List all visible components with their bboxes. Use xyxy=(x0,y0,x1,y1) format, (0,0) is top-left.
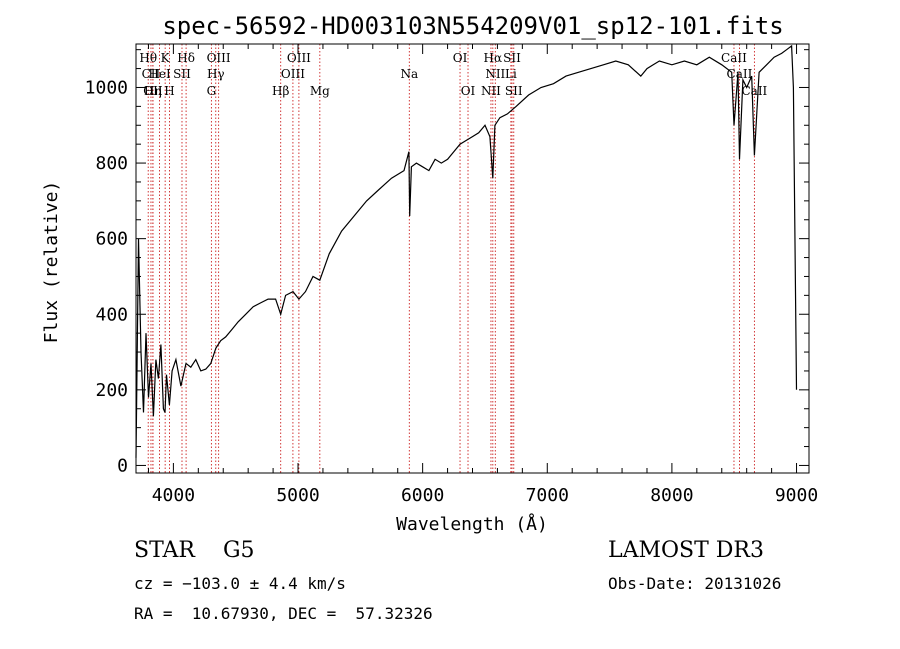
line-label-13: OIII xyxy=(281,67,305,81)
line-label-21: NII xyxy=(485,67,505,81)
line-label-14: OIII xyxy=(287,51,311,65)
y-tick-label-5: 1000 xyxy=(85,77,128,98)
line-label-11: G xyxy=(207,84,217,98)
line-label-10: Hγ xyxy=(207,67,225,81)
line-label-6: H xyxy=(164,84,174,98)
line-label-5: K xyxy=(161,51,171,65)
line-label-26: CaII xyxy=(727,67,753,81)
line-label-7: SII xyxy=(173,67,191,81)
line-label-0: Hθ xyxy=(139,51,157,65)
x-tick-label-3: 7000 xyxy=(526,485,569,506)
redshift-velocity: cz = −103.0 ± 4.4 km/s xyxy=(134,574,346,593)
line-label-3: Hη xyxy=(144,84,162,98)
x-axis-label: Wavelength (Å) xyxy=(396,513,548,535)
line-label-22: SII xyxy=(503,51,521,65)
y-tick-label-4: 800 xyxy=(95,153,128,174)
flux-series-line xyxy=(135,44,798,458)
y-tick-label-3: 600 xyxy=(95,229,128,250)
line-label-2: OII xyxy=(143,84,163,98)
line-label-1: CII xyxy=(142,67,161,81)
y-tick-label-0: 0 xyxy=(117,455,128,476)
sky-coordinates: RA = 10.67930, DEC = 57.32326 xyxy=(134,604,433,623)
line-label-24: Li xyxy=(505,67,517,81)
line-label-27: CaII xyxy=(741,84,767,98)
line-label-12: Hβ xyxy=(272,84,289,98)
line-label-25: CaII xyxy=(721,51,747,65)
line-label-17: OI xyxy=(453,51,468,65)
line-label-18: OI xyxy=(461,84,476,98)
x-axis-ticks: 4000 5000 6000 7000 8000 9000 xyxy=(147,44,818,506)
x-tick-label-5: 9000 xyxy=(775,485,818,506)
line-label-15: Mg xyxy=(310,84,330,98)
line-label-19: NII xyxy=(481,84,501,98)
chart-title: spec-56592-HD003103N554209V01_sp12-101.f… xyxy=(162,12,783,40)
x-tick-label-1: 5000 xyxy=(276,485,319,506)
x-tick-label-2: 6000 xyxy=(401,485,444,506)
object-class: STAR G5 xyxy=(134,538,255,563)
y-axis-ticks: 0 200 400 600 800 1000 xyxy=(85,49,809,476)
y-axis-label: Flux (relative) xyxy=(41,181,62,344)
observation-date: Obs-Date: 20131026 xyxy=(608,574,782,593)
y-tick-label-1: 200 xyxy=(95,380,128,401)
survey-name: LAMOST DR3 xyxy=(608,538,764,563)
emission-line-markers xyxy=(147,44,755,473)
plot-frame xyxy=(135,43,810,474)
x-tick-label-0: 4000 xyxy=(152,485,195,506)
y-tick-label-2: 400 xyxy=(95,304,128,325)
x-tick-label-4: 8000 xyxy=(650,485,693,506)
line-label-20: Hα xyxy=(484,51,503,65)
line-label-16: Na xyxy=(400,67,418,81)
line-label-8: Hδ xyxy=(177,51,195,65)
line-label-23: SII xyxy=(505,84,523,98)
line-label-4: HeI xyxy=(148,67,171,81)
line-label-9: OIII xyxy=(207,51,231,65)
